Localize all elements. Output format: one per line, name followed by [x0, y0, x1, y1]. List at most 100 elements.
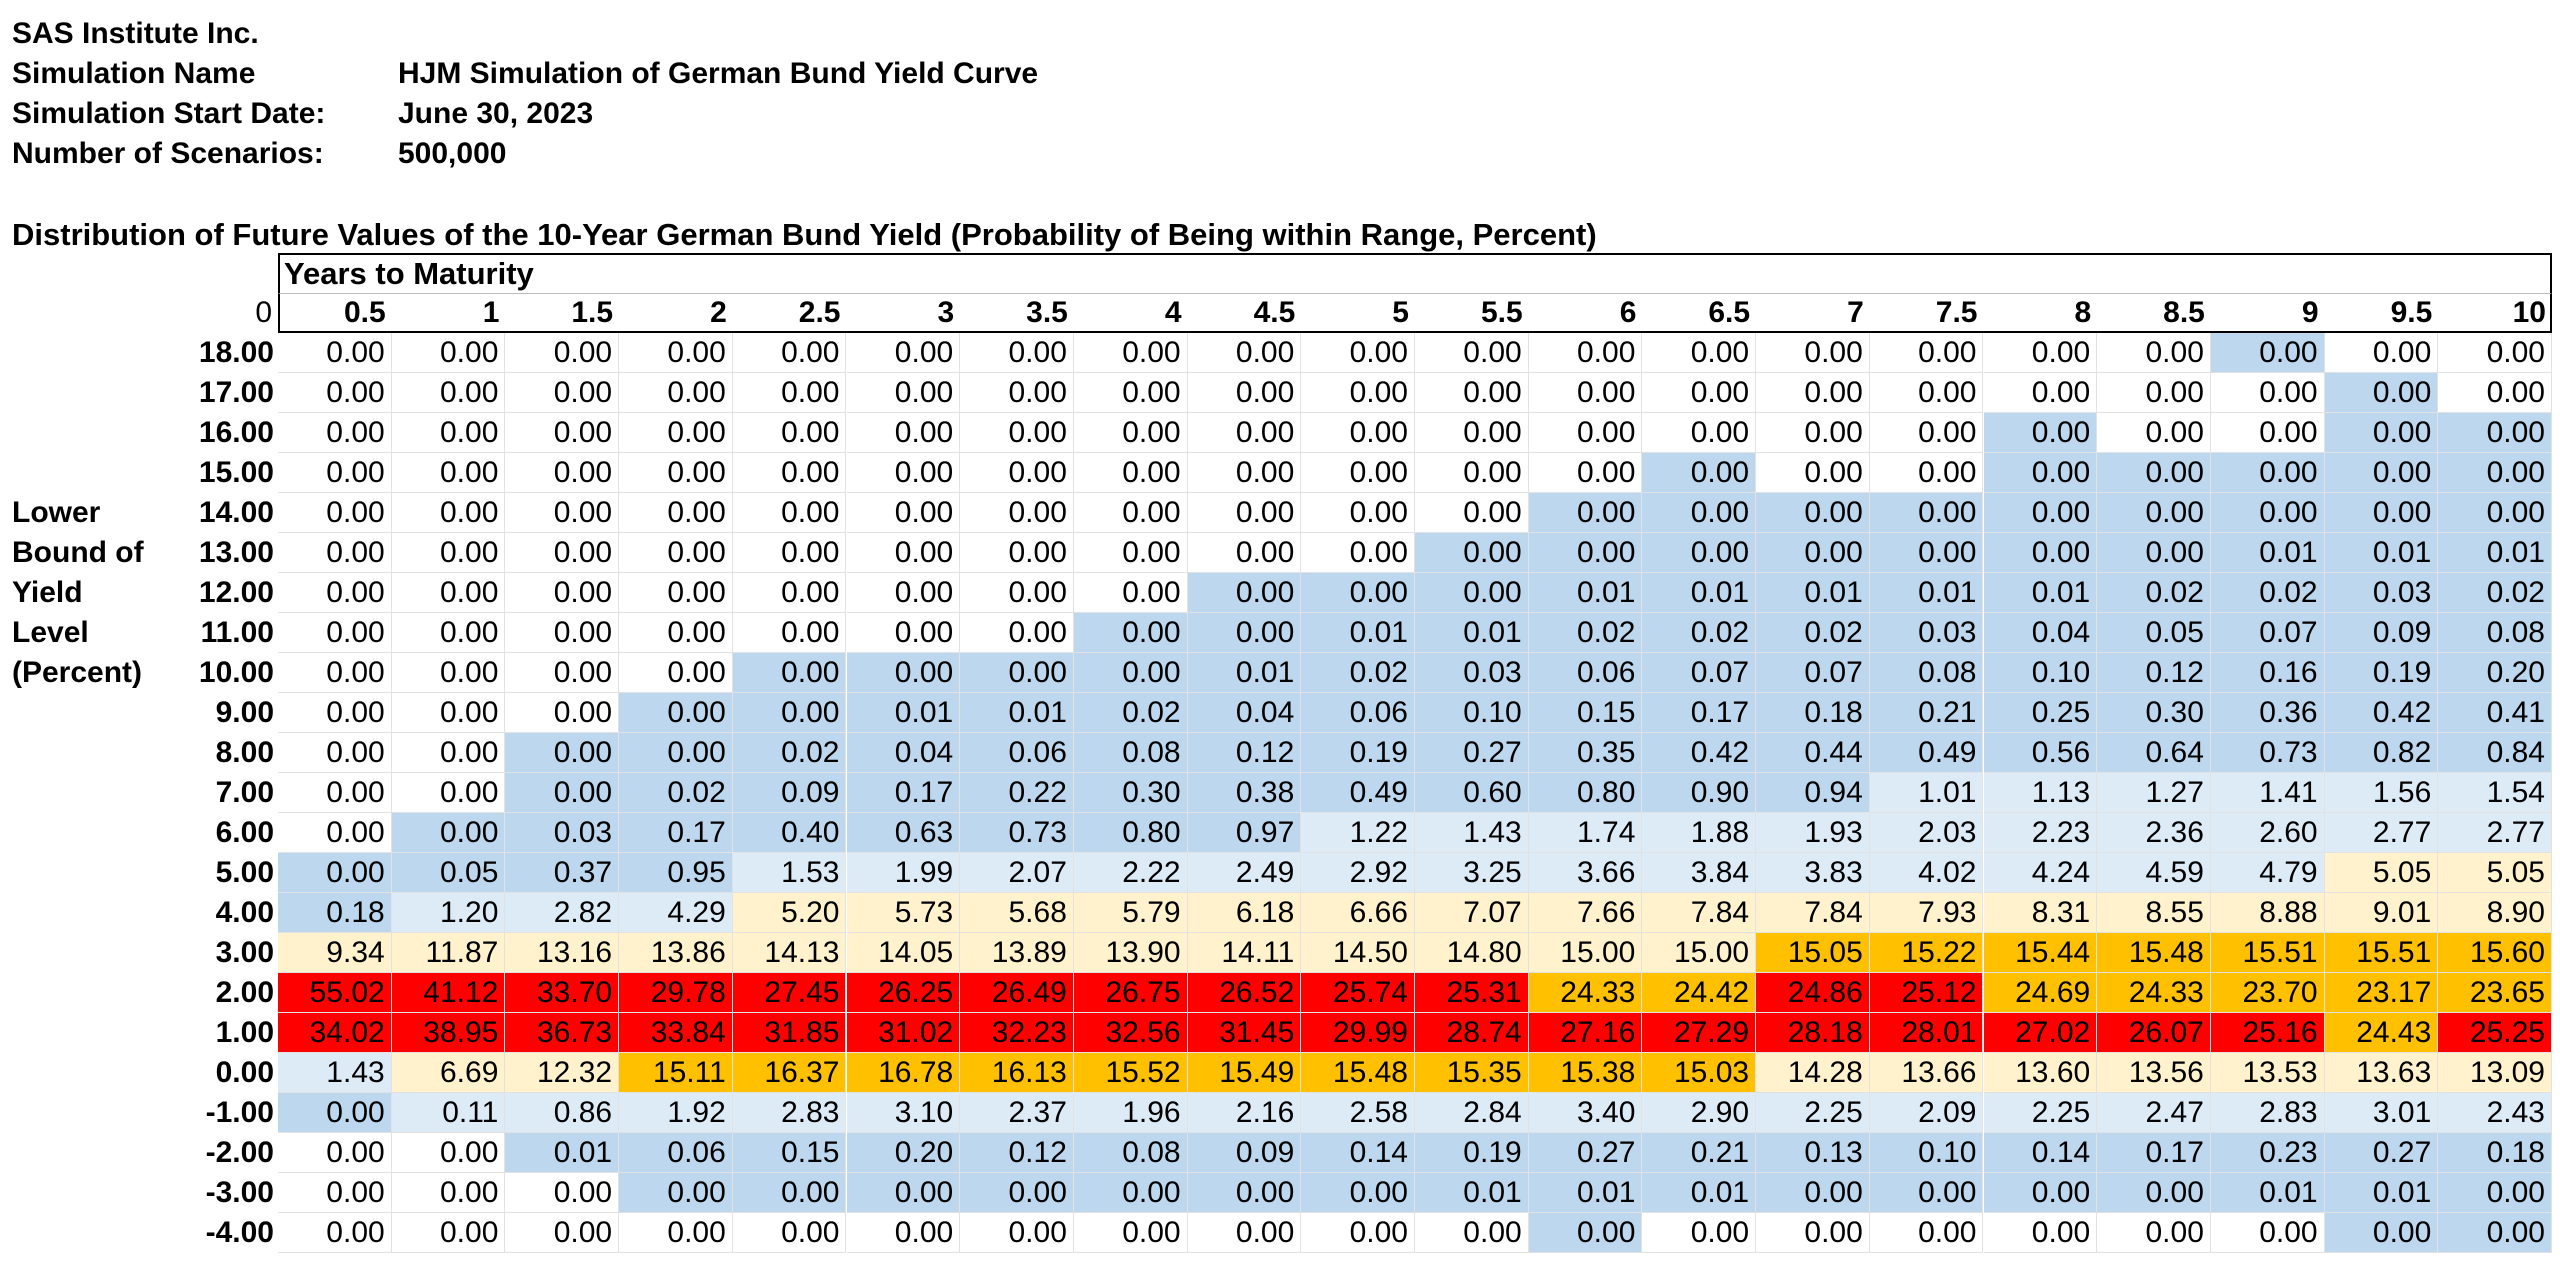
- table-cell: 0.10: [1869, 1133, 1984, 1173]
- table-cell: 0.21: [1869, 693, 1984, 733]
- table-cell: 0.00: [2097, 413, 2211, 453]
- table-cell: 0.00: [960, 493, 1074, 533]
- column-header-10: 10: [2512, 296, 2546, 329]
- table-cell: 0.00: [2097, 1213, 2211, 1253]
- column-header-7.5: 7.5: [1935, 296, 1978, 329]
- table-cell: 0.09: [1187, 1133, 1302, 1173]
- table-cell: 15.22: [1869, 933, 1984, 973]
- table-cell: 0.00: [960, 653, 1074, 693]
- table-cell: 0.64: [2097, 733, 2211, 773]
- simulation-name-value: HJM Simulation of German Bund Yield Curv…: [398, 57, 1039, 90]
- table-cell: 0.00: [2438, 333, 2552, 373]
- table-cell: 15.35: [1415, 1053, 1529, 1093]
- table-cell: 26.25: [846, 973, 961, 1013]
- table-cell: 0.04: [1187, 693, 1302, 733]
- table-cell: 0.04: [846, 733, 961, 773]
- table-cell: 0.01: [1869, 573, 1984, 613]
- table-cell: 0.00: [960, 333, 1074, 373]
- table-cell: 0.02: [1642, 613, 1757, 653]
- table-cell: 0.06: [1528, 653, 1643, 693]
- table-cell: 0.49: [1869, 733, 1984, 773]
- table-cell: 0.01: [2324, 533, 2439, 573]
- table-cell: 26.75: [1073, 973, 1188, 1013]
- table-cell: 0.38: [1187, 773, 1302, 813]
- row-header: 6.00: [215, 816, 274, 849]
- table-cell: 31.45: [1187, 1013, 1302, 1053]
- table-cell: 0.00: [732, 333, 847, 373]
- table-cell: 15.51: [2210, 933, 2325, 973]
- table-cell: 0.00: [1073, 333, 1188, 373]
- table-cell: 0.00: [391, 493, 506, 533]
- table-cell: 0.00: [1642, 333, 1757, 373]
- table-cell: 0.02: [619, 773, 733, 813]
- table-cell: 3.01: [2324, 1093, 2439, 1133]
- row-header: 9.00: [215, 696, 274, 729]
- table-cell: 0.25: [1983, 693, 2098, 733]
- table-cell: 0.00: [278, 493, 392, 533]
- table-cell: 1.93: [1756, 813, 1870, 853]
- table-cell: 1.92: [619, 1093, 733, 1133]
- table-cell: 13.16: [505, 933, 620, 973]
- table-cell: 1.96: [1073, 1093, 1188, 1133]
- table-cell: 0.00: [2210, 333, 2325, 373]
- table-cell: 0.00: [278, 413, 392, 453]
- table-cell: 0.00: [1415, 493, 1529, 533]
- table-cell: 0.44: [1756, 733, 1870, 773]
- table-cell: 15.51: [2324, 933, 2439, 973]
- table-cell: 0.00: [2324, 413, 2439, 453]
- table-cell: 0.80: [1073, 813, 1188, 853]
- table-cell: 6.69: [391, 1053, 506, 1093]
- table-cell: 1.27: [2097, 773, 2211, 813]
- table-cell: 0.00: [1301, 333, 1415, 373]
- table-cell: 0.30: [1073, 773, 1188, 813]
- table-cell: 2.58: [1301, 1093, 1415, 1133]
- table-cell: 0.94: [1756, 773, 1870, 813]
- table-cell: 7.07: [1415, 893, 1529, 933]
- table-cell: 0.01: [1642, 1173, 1757, 1213]
- table-cell: 0.00: [2438, 1173, 2552, 1213]
- table-cell: 0.19: [2324, 653, 2439, 693]
- table-cell: 0.02: [1756, 613, 1870, 653]
- table-cell: 2.60: [2210, 813, 2325, 853]
- table-cell: 0.00: [960, 373, 1074, 413]
- table-cell: 0.00: [1642, 453, 1757, 493]
- row-header: 11.00: [200, 616, 274, 649]
- table-cell: 24.42: [1642, 973, 1757, 1013]
- column-header-5: 5: [1392, 296, 1409, 329]
- corner-cell: 0: [255, 296, 272, 329]
- table-cell: 8.90: [2438, 893, 2552, 933]
- table-cell: 0.03: [2324, 573, 2439, 613]
- table-cell: 4.79: [2210, 853, 2325, 893]
- table-cell: 0.00: [732, 613, 847, 653]
- row-axis-label: Lower Bound of Yield Level (Percent): [12, 493, 144, 693]
- table-cell: 0.00: [2324, 453, 2439, 493]
- table-cell: 12.32: [505, 1053, 620, 1093]
- table-cell: 15.48: [2097, 933, 2211, 973]
- table-cell: 0.00: [278, 1093, 392, 1133]
- table-cell: 0.00: [505, 733, 620, 773]
- table-cell: 0.80: [1528, 773, 1643, 813]
- table-cell: 0.00: [1528, 373, 1643, 413]
- table-cell: 0.01: [1528, 1173, 1643, 1213]
- table-cell: 14.80: [1415, 933, 1529, 973]
- table-cell: 0.00: [1073, 653, 1188, 693]
- table-cell: 2.23: [1983, 813, 2098, 853]
- column-group-header: Years to Maturity: [278, 253, 2552, 293]
- column-header-2.5: 2.5: [798, 296, 841, 329]
- table-cell: 0.00: [391, 733, 506, 773]
- table-cell: 0.00: [732, 413, 847, 453]
- table-cell: 0.00: [1415, 1213, 1529, 1253]
- table-cell: 13.90: [1073, 933, 1188, 973]
- table-cell: 0.00: [391, 453, 506, 493]
- table-cell: 55.02: [278, 973, 392, 1013]
- table-cell: 26.07: [2097, 1013, 2211, 1053]
- table-cell: 32.23: [960, 1013, 1074, 1053]
- row-header: 12.00: [198, 576, 274, 609]
- table-cell: 0.42: [1642, 733, 1757, 773]
- table-cell: 0.00: [846, 1173, 961, 1213]
- table-cell: 0.00: [1756, 333, 1870, 373]
- table-cell: 15.49: [1187, 1053, 1302, 1093]
- table-cell: 1.43: [1415, 813, 1529, 853]
- table-cell: 0.02: [1301, 653, 1415, 693]
- table-cell: 0.00: [278, 813, 392, 853]
